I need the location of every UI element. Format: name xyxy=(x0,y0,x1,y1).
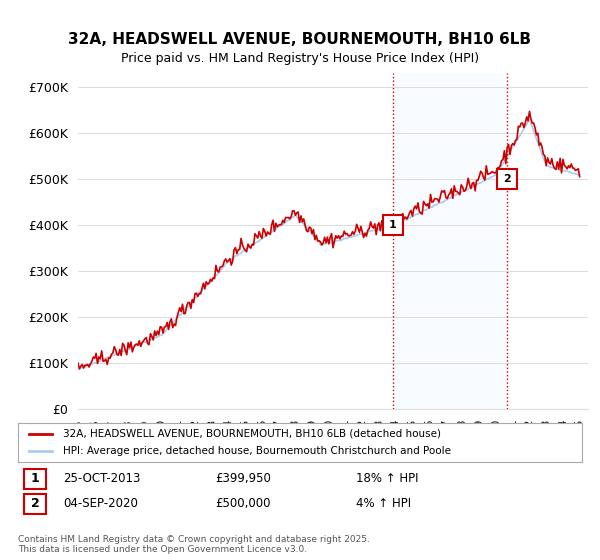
Text: 32A, HEADSWELL AVENUE, BOURNEMOUTH, BH10 6LB: 32A, HEADSWELL AVENUE, BOURNEMOUTH, BH10… xyxy=(68,32,532,46)
Text: 04-SEP-2020: 04-SEP-2020 xyxy=(63,497,138,510)
Text: 25-OCT-2013: 25-OCT-2013 xyxy=(63,472,140,485)
FancyBboxPatch shape xyxy=(23,493,46,514)
FancyBboxPatch shape xyxy=(23,469,46,489)
Text: £500,000: £500,000 xyxy=(215,497,271,510)
Text: HPI: Average price, detached house, Bournemouth Christchurch and Poole: HPI: Average price, detached house, Bour… xyxy=(63,446,451,456)
Bar xyxy=(392,73,508,409)
Text: 32A, HEADSWELL AVENUE, BOURNEMOUTH, BH10 6LB (detached house): 32A, HEADSWELL AVENUE, BOURNEMOUTH, BH10… xyxy=(63,429,441,439)
Text: £399,950: £399,950 xyxy=(215,472,271,485)
Text: 2: 2 xyxy=(503,174,511,184)
Text: 2: 2 xyxy=(31,497,39,510)
Text: 1: 1 xyxy=(31,472,39,485)
Text: 1: 1 xyxy=(389,220,397,230)
Text: Price paid vs. HM Land Registry's House Price Index (HPI): Price paid vs. HM Land Registry's House … xyxy=(121,52,479,66)
Text: 18% ↑ HPI: 18% ↑ HPI xyxy=(356,472,419,485)
Text: 4% ↑ HPI: 4% ↑ HPI xyxy=(356,497,412,510)
Text: Contains HM Land Registry data © Crown copyright and database right 2025.
This d: Contains HM Land Registry data © Crown c… xyxy=(18,535,370,554)
